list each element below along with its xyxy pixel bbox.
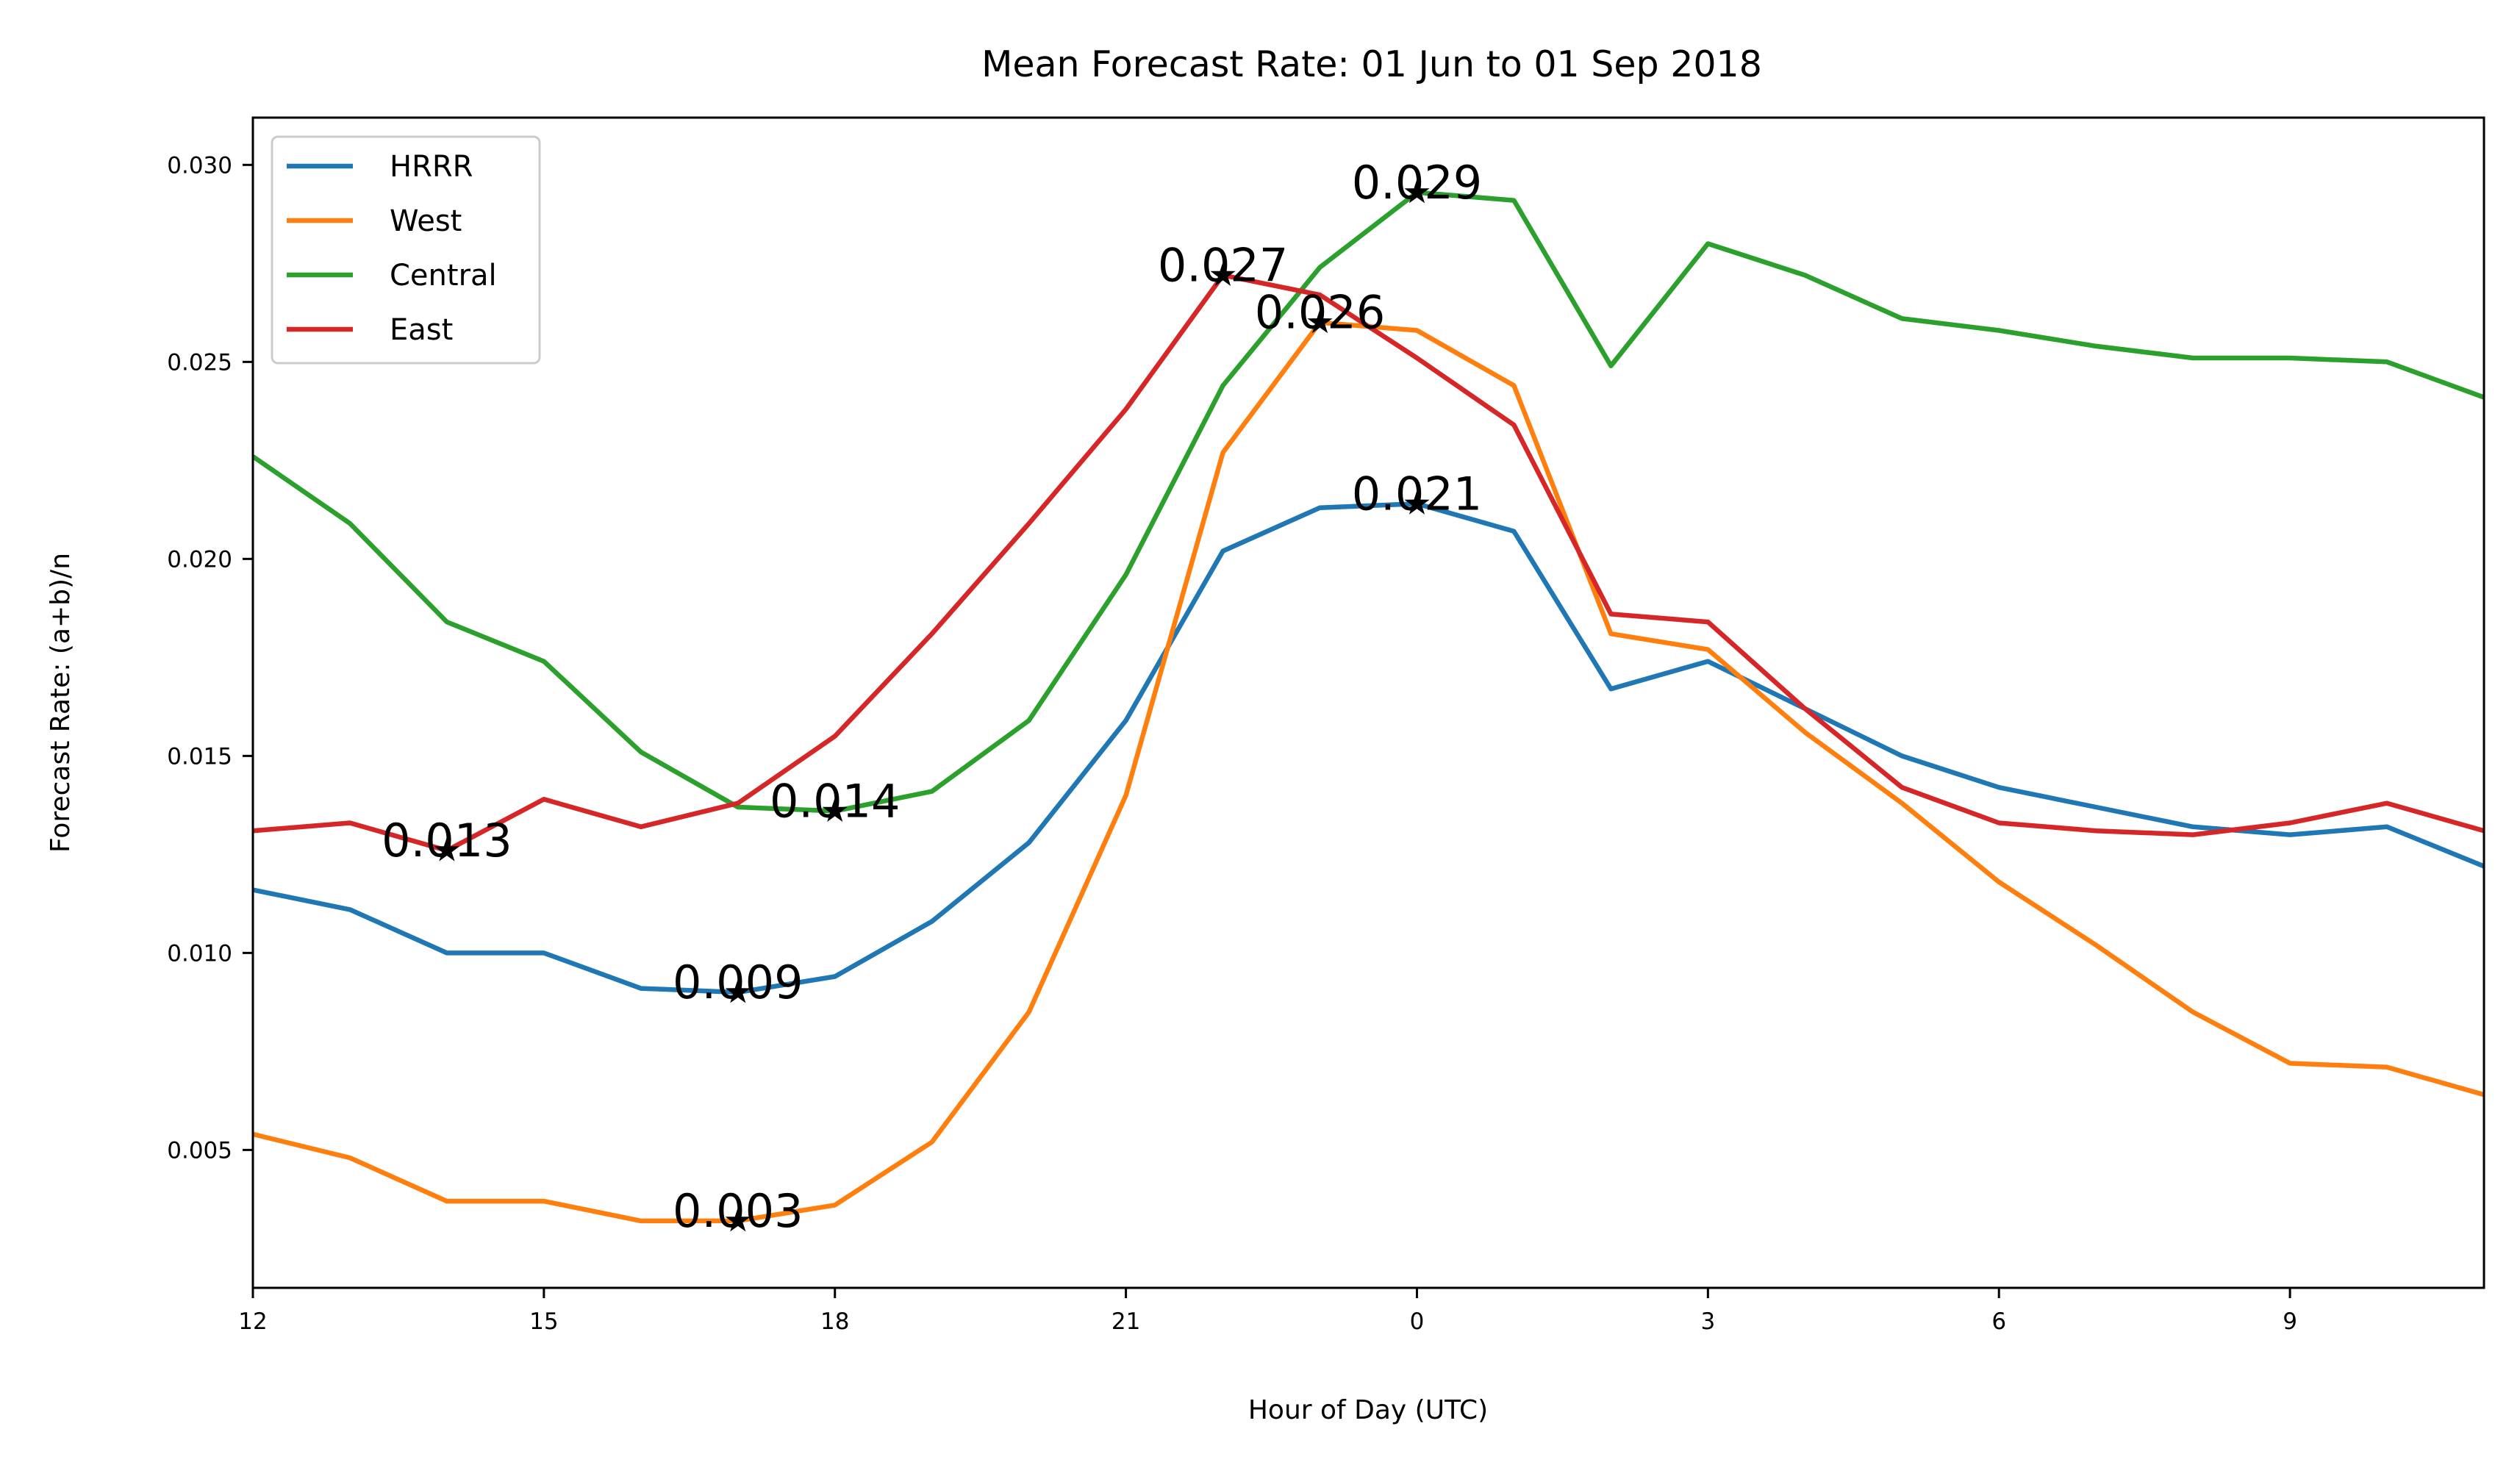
annotation-label: 0.026: [1255, 286, 1386, 340]
legend-label-hrrr: HRRR: [390, 150, 473, 184]
annotation-marker: [434, 837, 459, 862]
y-tick-label: 0.030: [167, 152, 232, 179]
x-tick-label: 9: [2283, 1308, 2297, 1335]
x-tick-label: 12: [238, 1308, 267, 1335]
annotation-label: 0.013: [382, 814, 512, 867]
annotation-marker: [725, 1207, 751, 1232]
annotation-marker: [1307, 309, 1333, 334]
y-tick-label: 0.010: [167, 940, 232, 967]
x-tick-label: 15: [529, 1308, 558, 1335]
series-line-east: [252, 273, 2485, 853]
annotation-label: 0.014: [770, 774, 901, 828]
legend-box: [271, 135, 541, 365]
series-line-central: [251, 190, 2485, 814]
x-tick-label: 3: [1700, 1308, 1715, 1335]
x-axis-label: Hour of Day (UTC): [1248, 1395, 1488, 1425]
legend-label-west: West: [390, 204, 462, 238]
x-tick-label: 18: [820, 1308, 849, 1335]
plot-frame: [251, 116, 2485, 1289]
annotation-marker: [822, 798, 848, 822]
y-tick-label: 0.015: [167, 743, 232, 770]
annotation-label: 0.027: [1158, 238, 1289, 292]
annotation-marker: [725, 979, 751, 1003]
legend: HRRR West Central East: [271, 135, 541, 365]
annotation-marker: [1404, 179, 1430, 204]
series-line-hrrr: [252, 501, 2485, 995]
y-tick-label: 0.025: [167, 349, 232, 376]
x-tick-label: 6: [1991, 1308, 2006, 1335]
y-tick-label: 0.005: [167, 1137, 232, 1164]
y-tick-label: 0.020: [167, 546, 232, 573]
annotation-marker: [1404, 490, 1430, 515]
annotation-label: 0.009: [673, 956, 803, 1009]
annotation-marker: [1210, 262, 1236, 286]
annotation-label: 0.029: [1352, 156, 1483, 209]
x-tick-label: 0: [1410, 1308, 1425, 1335]
y-axis-label: Forecast Rate: (a+b)/n: [46, 553, 76, 853]
legend-label-central: Central: [390, 259, 497, 293]
legend-label-east: East: [390, 313, 453, 347]
chart-title: Mean Forecast Rate: 01 Jun to 01 Sep 201…: [981, 43, 1762, 85]
x-tick-label: 21: [1112, 1308, 1140, 1335]
series-line-west: [252, 320, 2485, 1224]
annotation-label: 0.003: [673, 1184, 803, 1238]
annotation-label: 0.021: [1352, 467, 1483, 520]
